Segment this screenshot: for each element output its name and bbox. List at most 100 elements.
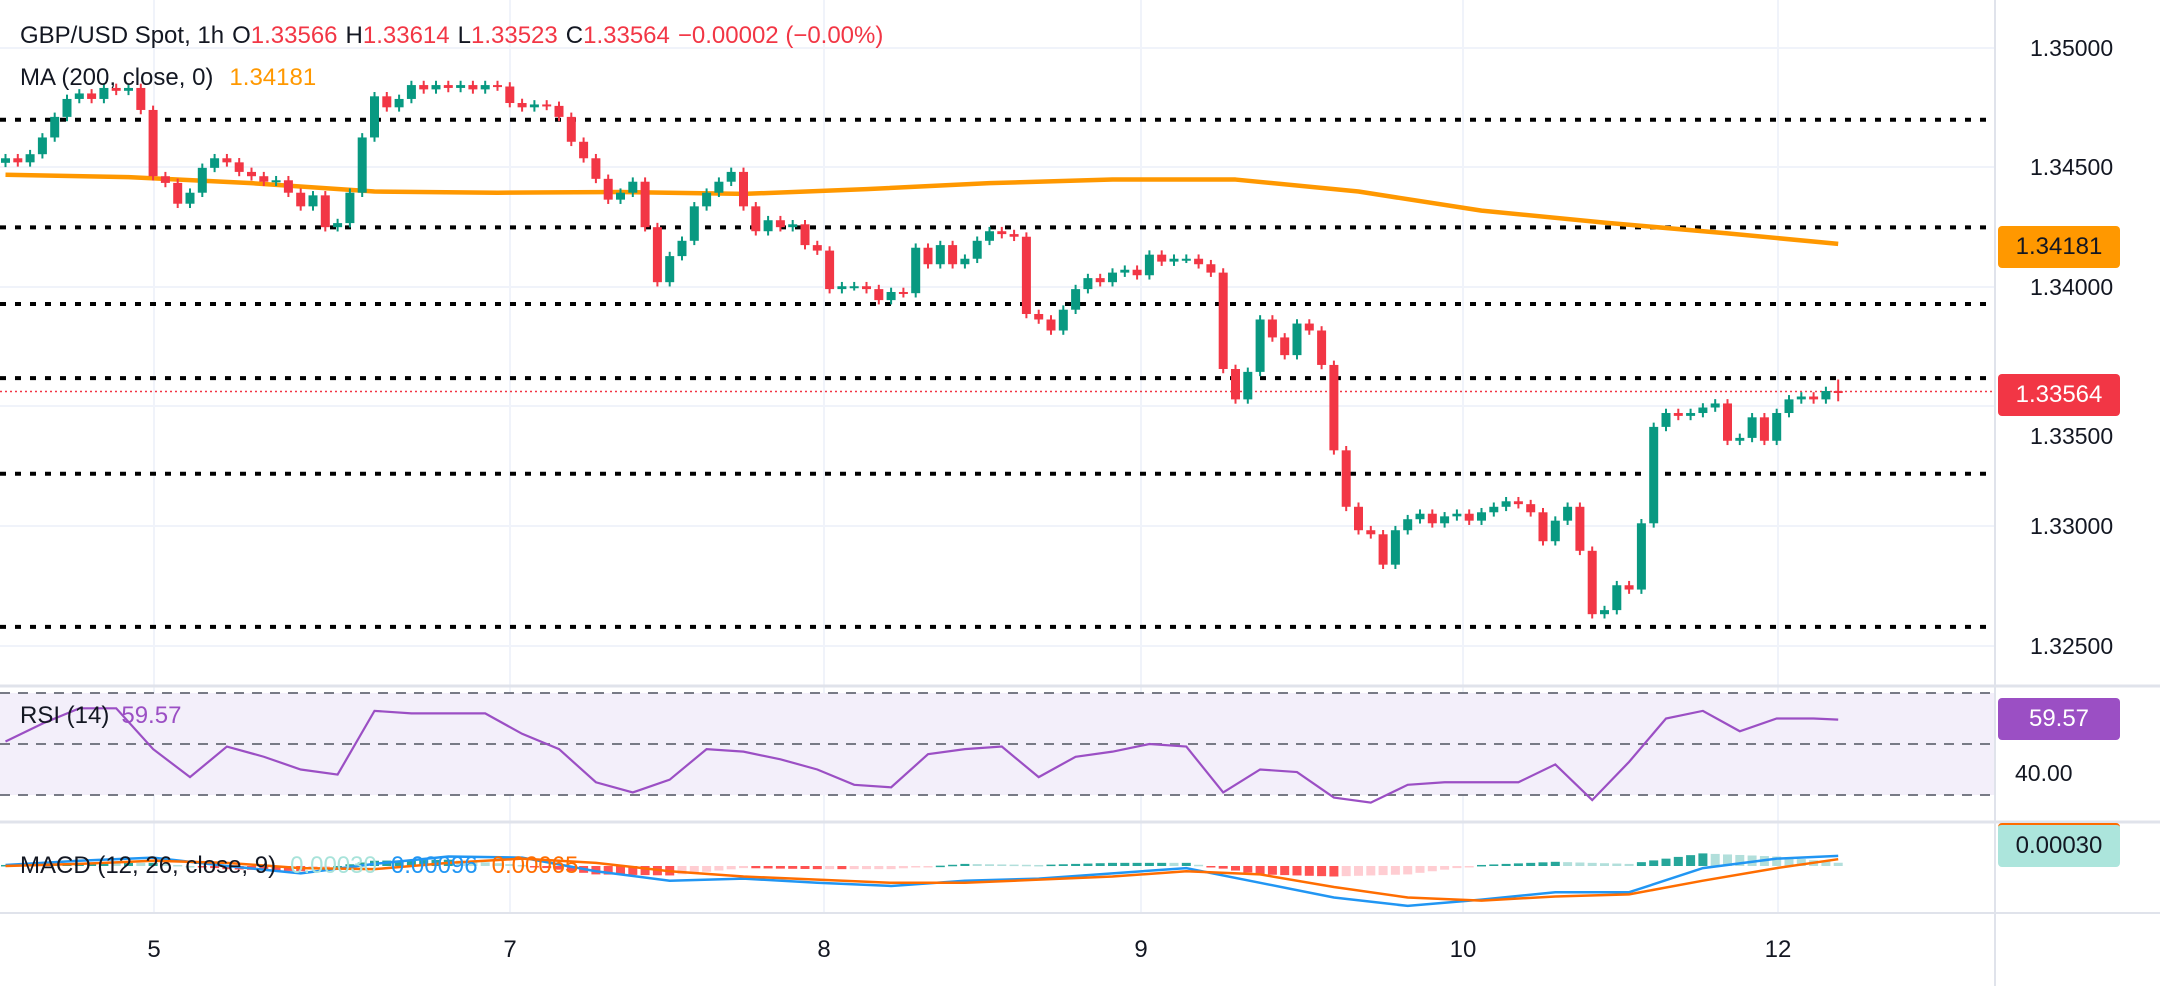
macd-histogram-bar bbox=[1513, 863, 1523, 866]
candle-body bbox=[874, 289, 884, 301]
macd-pane bbox=[1, 853, 1843, 908]
candle-body bbox=[1624, 585, 1634, 590]
candle-body bbox=[370, 96, 379, 138]
candle-body bbox=[443, 85, 453, 88]
macd-histogram-bar bbox=[1071, 863, 1081, 866]
candle-body bbox=[99, 87, 109, 99]
macd-histogram-bar bbox=[1550, 861, 1560, 866]
candle-body bbox=[997, 231, 1007, 235]
candle-body bbox=[1304, 323, 1314, 331]
close-label: C bbox=[565, 22, 584, 49]
candle-body bbox=[886, 291, 896, 301]
candle-body bbox=[87, 93, 97, 99]
macd-histogram-bar bbox=[1698, 853, 1708, 866]
candle-body bbox=[1046, 319, 1056, 331]
ohlc-high: H1.33614 bbox=[346, 22, 450, 50]
macd-hist-value: 0.00030 bbox=[290, 852, 377, 879]
candle-body bbox=[1144, 254, 1154, 276]
date-tick: 12 bbox=[1764, 936, 1792, 963]
ma-line-group bbox=[5, 172, 1839, 247]
macd-histogram-bar bbox=[1132, 862, 1142, 866]
macd-histogram-bar bbox=[148, 862, 158, 866]
macd-histogram-bar bbox=[923, 866, 933, 868]
macd-histogram-bar bbox=[160, 863, 170, 866]
candle-body bbox=[1796, 396, 1806, 400]
candle-body bbox=[616, 192, 625, 200]
macd-histogram-bar bbox=[677, 866, 687, 875]
macd-histogram-bar bbox=[1501, 863, 1511, 866]
macd-histogram-bar bbox=[898, 866, 908, 869]
candle-body bbox=[406, 85, 416, 99]
macd-histogram-bar bbox=[111, 862, 121, 866]
candle-body bbox=[1821, 391, 1831, 400]
ohlc-close: C1.33564 bbox=[566, 22, 670, 50]
candle-body bbox=[1759, 417, 1769, 441]
candle-body bbox=[160, 176, 170, 183]
macd-histogram-bar bbox=[1231, 866, 1240, 871]
symbol-title: GBP/USD Spot, 1h bbox=[20, 22, 225, 49]
macd-histogram-bar bbox=[197, 866, 207, 868]
candle-body bbox=[1280, 337, 1290, 356]
macd-histogram-bar bbox=[935, 865, 945, 868]
macd-histogram-bar bbox=[1021, 864, 1031, 867]
candle-body bbox=[1784, 399, 1794, 414]
candle-body bbox=[1809, 396, 1819, 400]
price-tick: 1.34000 bbox=[2030, 274, 2114, 300]
candle-body bbox=[136, 87, 146, 110]
candle-body bbox=[357, 137, 367, 193]
macd-histogram-bar bbox=[1735, 854, 1745, 866]
candle-body bbox=[1710, 403, 1720, 408]
macd-histogram-bar bbox=[1157, 862, 1167, 866]
date-tick: 5 bbox=[147, 936, 161, 963]
rsi-legend[interactable]: RSI (14) 59.57 bbox=[20, 702, 189, 730]
horizontal-levels bbox=[0, 117, 1995, 629]
candle-body bbox=[345, 192, 355, 224]
macd-hist-badge: 0.00030 bbox=[1998, 823, 2120, 867]
macd-histogram-bar bbox=[566, 866, 576, 872]
candle-body bbox=[1292, 323, 1302, 356]
low-label: L bbox=[457, 22, 471, 49]
macd-histogram-bar bbox=[1784, 857, 1794, 866]
candle-body bbox=[1427, 513, 1437, 524]
candle-body bbox=[1415, 513, 1425, 520]
candle-body bbox=[1661, 413, 1671, 427]
grid bbox=[0, 0, 1995, 913]
candle-body bbox=[1686, 413, 1696, 416]
candle-body bbox=[222, 158, 232, 163]
macd-histogram-bar bbox=[542, 866, 552, 869]
ma-legend[interactable]: MA (200, close, 0) 1.34181 bbox=[20, 64, 324, 92]
macd-legend[interactable]: MACD (12, 26, close, 9) 0.00030 0.00096 … bbox=[20, 852, 586, 880]
ohlc-open: O1.33566 bbox=[232, 22, 337, 50]
candle-body bbox=[111, 87, 121, 91]
candle-body bbox=[800, 224, 810, 246]
macd-histogram-bar bbox=[468, 861, 478, 866]
candle-body bbox=[124, 87, 133, 91]
macd-histogram-bar bbox=[1821, 861, 1831, 866]
candle-body bbox=[948, 245, 958, 265]
candle-body bbox=[1735, 437, 1745, 441]
candle-body bbox=[935, 245, 945, 265]
candle-body bbox=[1317, 330, 1327, 365]
candle-body bbox=[25, 154, 35, 163]
candle-body bbox=[628, 181, 638, 193]
ma200-line bbox=[5, 172, 1839, 247]
candle-body bbox=[566, 116, 576, 142]
macd-histogram-bar bbox=[1304, 866, 1314, 876]
macd-histogram-bar bbox=[1243, 866, 1253, 873]
candle-body bbox=[1538, 512, 1548, 542]
open-value: 1.33566 bbox=[250, 22, 338, 49]
macd-signal-value: 0.00065 bbox=[491, 852, 579, 879]
price-tick: 1.34500 bbox=[2030, 154, 2114, 180]
macd-histogram-bar bbox=[1144, 862, 1154, 866]
macd-histogram-bar bbox=[1378, 866, 1388, 876]
macd-histogram-bar bbox=[173, 864, 183, 867]
macd-histogram-bar bbox=[997, 864, 1007, 866]
candle-body bbox=[960, 258, 970, 265]
candle-body bbox=[739, 171, 748, 207]
candle-body bbox=[1550, 520, 1560, 542]
candle-body bbox=[591, 158, 601, 179]
candle-body bbox=[825, 250, 835, 290]
macd-histogram-bar bbox=[1538, 862, 1548, 866]
candle-body bbox=[714, 181, 724, 193]
